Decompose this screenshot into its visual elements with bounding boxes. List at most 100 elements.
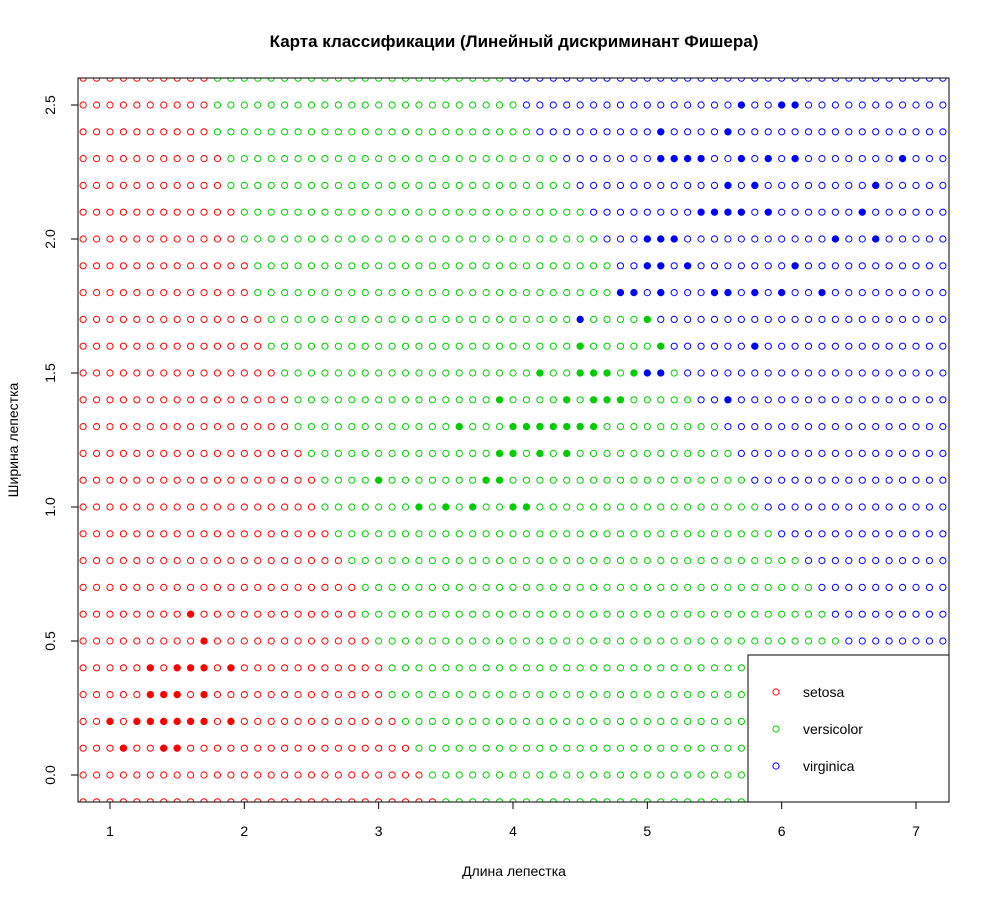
legend-marker-setosa	[772, 688, 780, 696]
grid-point-versicolor	[348, 530, 356, 538]
grid-point-setosa	[348, 744, 356, 752]
grid-point-versicolor	[670, 744, 678, 752]
grid-point-setosa	[307, 691, 316, 699]
grid-point-setosa	[106, 155, 114, 163]
grid-point-versicolor	[563, 583, 571, 592]
grid-point-versicolor	[549, 557, 557, 565]
chart-title: Карта классификации (Линейный дискримина…	[270, 32, 759, 51]
grid-point-versicolor	[482, 664, 490, 672]
grid-point-versicolor	[697, 637, 705, 645]
grid-point-versicolor	[670, 583, 678, 592]
grid-point-setosa	[307, 557, 316, 565]
grid-point-versicolor	[576, 476, 584, 484]
data-point-versicolor	[536, 423, 544, 431]
grid-point-versicolor	[334, 423, 342, 431]
grid-point-versicolor	[697, 530, 705, 538]
grid-point-versicolor	[281, 289, 289, 297]
grid-point-setosa	[173, 583, 181, 592]
grid-point-versicolor	[509, 396, 517, 404]
grid-point-versicolor	[630, 476, 638, 484]
data-point-versicolor	[509, 503, 517, 511]
grid-point-setosa	[200, 396, 208, 404]
grid-point-versicolor	[751, 637, 759, 645]
grid-point-versicolor	[348, 503, 356, 511]
grid-point-versicolor	[442, 557, 450, 565]
grid-point-versicolor	[455, 691, 463, 699]
grid-point-versicolor	[361, 289, 369, 297]
grid-point-virginica	[831, 289, 840, 297]
grid-point-versicolor	[361, 610, 369, 618]
grid-point-setosa	[213, 396, 222, 404]
grid-point-versicolor	[482, 423, 490, 431]
grid-point-versicolor	[630, 583, 638, 592]
grid-point-versicolor	[428, 664, 436, 672]
grid-point-versicolor	[509, 771, 517, 779]
grid-point-versicolor	[684, 664, 692, 672]
grid-point-versicolor	[563, 557, 571, 565]
grid-point-versicolor	[334, 369, 342, 377]
grid-point-virginica	[912, 449, 920, 457]
grid-point-setosa	[92, 557, 101, 565]
grid-point-versicolor	[294, 181, 302, 189]
grid-point-setosa	[79, 717, 87, 726]
grid-point-virginica	[939, 423, 947, 431]
grid-point-versicolor	[348, 315, 356, 323]
grid-point-setosa	[213, 583, 222, 592]
grid-point-versicolor	[818, 610, 826, 618]
grid-point-setosa	[401, 744, 410, 752]
grid-point-versicolor	[495, 503, 504, 511]
grid-point-versicolor	[576, 771, 584, 779]
grid-point-virginica	[697, 315, 705, 323]
grid-point-setosa	[106, 396, 114, 404]
grid-point-virginica	[845, 315, 853, 323]
grid-point-versicolor	[495, 423, 504, 431]
grid-point-setosa	[200, 557, 208, 565]
grid-point-setosa	[187, 342, 195, 350]
grid-point-setosa	[92, 128, 101, 136]
grid-point-versicolor	[495, 342, 504, 350]
grid-point-versicolor	[307, 101, 316, 109]
grid-point-setosa	[106, 691, 114, 699]
grid-point-virginica	[804, 155, 813, 163]
grid-point-versicolor	[401, 503, 410, 511]
grid-point-versicolor	[549, 262, 557, 270]
grid-point-versicolor	[536, 530, 544, 538]
grid-point-versicolor	[482, 530, 490, 538]
x-tick-label: 4	[509, 823, 517, 839]
grid-point-versicolor	[361, 155, 369, 163]
data-point-versicolor	[522, 503, 531, 511]
grid-point-setosa	[79, 530, 87, 538]
grid-point-setosa	[106, 208, 114, 216]
grid-point-virginica	[925, 289, 934, 297]
grid-point-setosa	[200, 315, 208, 323]
data-point-versicolor	[536, 449, 544, 457]
grid-point-setosa	[79, 610, 87, 618]
grid-point-setosa	[106, 744, 114, 752]
grid-point-setosa	[375, 691, 383, 699]
grid-point-setosa	[79, 315, 87, 323]
grid-point-versicolor	[348, 342, 356, 350]
grid-point-versicolor	[697, 744, 705, 752]
grid-point-setosa	[173, 128, 181, 136]
data-point-virginica	[751, 289, 759, 297]
grid-point-virginica	[872, 155, 880, 163]
grid-point-versicolor	[522, 128, 531, 136]
grid-point-versicolor	[697, 503, 705, 511]
grid-point-virginica	[778, 315, 786, 323]
grid-point-virginica	[778, 503, 786, 511]
grid-point-versicolor	[455, 449, 463, 457]
grid-point-versicolor	[495, 369, 504, 377]
x-tick-label: 7	[912, 823, 920, 839]
grid-point-setosa	[254, 476, 262, 484]
grid-point-setosa	[106, 503, 114, 511]
grid-point-versicolor	[549, 664, 557, 672]
grid-point-virginica	[898, 315, 907, 323]
grid-point-versicolor	[281, 101, 289, 109]
grid-point-versicolor	[684, 583, 692, 592]
grid-point-setosa	[254, 449, 262, 457]
grid-point-versicolor	[375, 503, 383, 511]
grid-point-virginica	[549, 128, 557, 136]
grid-point-virginica	[872, 476, 880, 484]
grid-point-virginica	[710, 342, 719, 350]
grid-point-versicolor	[536, 396, 544, 404]
